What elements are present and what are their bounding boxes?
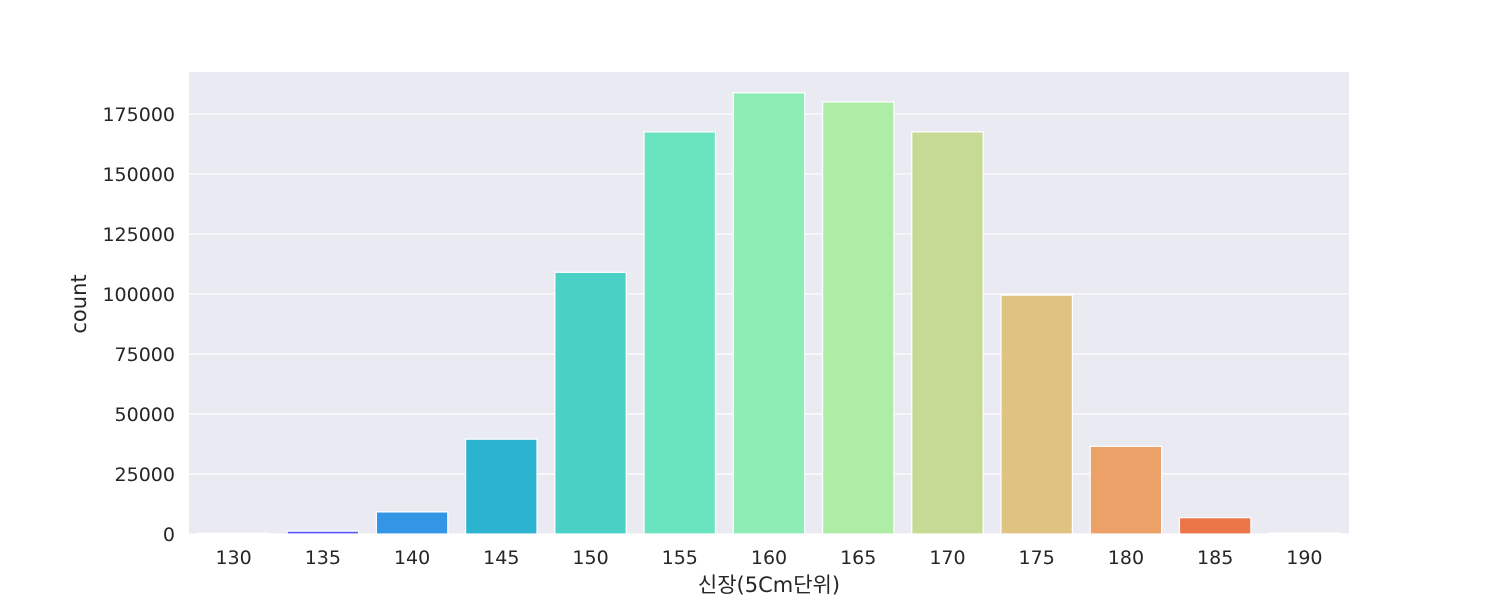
y-tick-label: 100000 <box>102 284 175 306</box>
x-tick-label: 145 <box>483 547 519 569</box>
x-tick-label: 150 <box>572 547 608 569</box>
bar-175 <box>1000 294 1073 535</box>
bar-165 <box>821 101 895 535</box>
x-axis-label: 신장(5Cm단위) <box>698 573 840 597</box>
x-tick-label: 170 <box>929 547 965 569</box>
x-tick-label: 185 <box>1197 547 1233 569</box>
bar-130 <box>197 532 270 535</box>
x-tick-label: 130 <box>215 547 251 569</box>
y-tick-labels: 0 25000 50000 75000 100000 125000 150000 175000 <box>102 104 175 546</box>
x-tick-label: 135 <box>305 547 341 569</box>
bars <box>197 92 1341 535</box>
y-tick-label: 150000 <box>102 164 175 186</box>
bar-170 <box>911 131 984 535</box>
y-tick-label: 50000 <box>115 404 175 426</box>
bar-160 <box>732 92 806 535</box>
x-tick-label: 175 <box>1019 547 1055 569</box>
x-tick-label: 165 <box>840 547 876 569</box>
x-tick-label: 190 <box>1286 547 1322 569</box>
bar-155 <box>643 131 717 535</box>
x-tick-labels: 130 135 140 145 150 155 160 165 170 175 180 185 190 <box>215 547 1322 569</box>
x-tick-label: 180 <box>1108 547 1144 569</box>
y-axis-label: count <box>67 274 91 333</box>
bar-190 <box>1268 532 1341 535</box>
y-tick-label: 125000 <box>102 224 175 246</box>
y-tick-label: 25000 <box>115 464 175 486</box>
bar-145 <box>465 438 538 535</box>
y-tick-label: 0 <box>163 524 175 546</box>
bar-150 <box>554 271 627 535</box>
y-tick-label: 75000 <box>115 344 175 366</box>
x-tick-label: 160 <box>751 547 787 569</box>
bar-140 <box>375 511 449 535</box>
bar-185 <box>1178 517 1252 535</box>
bar-135 <box>286 530 360 535</box>
bar-180 <box>1089 445 1163 535</box>
x-tick-label: 140 <box>394 547 430 569</box>
x-tick-label: 155 <box>662 547 698 569</box>
y-tick-label: 175000 <box>102 104 175 126</box>
